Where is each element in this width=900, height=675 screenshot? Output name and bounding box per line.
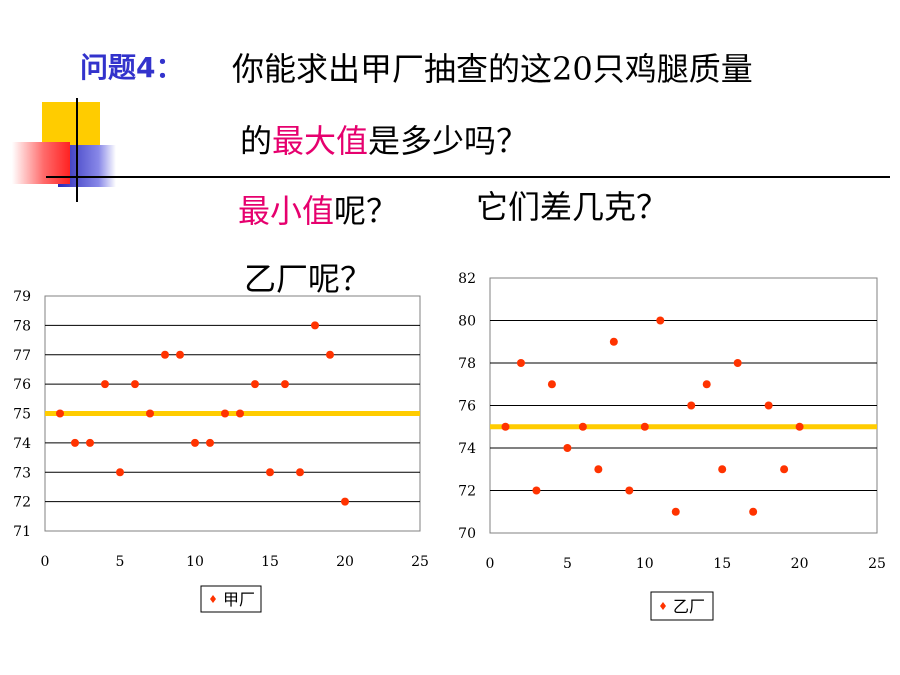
- data-point: [687, 401, 696, 410]
- y-tick-label: 75: [13, 407, 31, 423]
- x-tick-label: 25: [868, 556, 886, 572]
- max-value-highlight: 最大值: [272, 122, 369, 160]
- corner-decoration: [0, 0, 130, 202]
- x-tick-label: 10: [636, 556, 654, 572]
- question-line-4: 乙厂呢？: [244, 254, 372, 300]
- x-tick-label: 20: [791, 556, 809, 572]
- y-tick-label: 78: [458, 356, 476, 372]
- question-label: 问题4：: [80, 51, 184, 84]
- data-point: [532, 486, 541, 495]
- x-tick-label: 0: [486, 556, 495, 572]
- data-point: [594, 465, 603, 474]
- x-tick-label: 10: [186, 554, 204, 570]
- x-tick-label: 15: [261, 554, 279, 570]
- data-point: [161, 350, 169, 359]
- data-point: [671, 507, 680, 516]
- y-tick-label: 82: [458, 271, 476, 287]
- question-line-2-post: 是多少吗？: [368, 122, 529, 160]
- data-point: [191, 438, 199, 447]
- data-point: [563, 444, 572, 452]
- question-line-3-right: 它们差几克？: [476, 182, 668, 228]
- legend-box: [200, 585, 262, 613]
- data-point: [640, 422, 649, 431]
- data-point: [625, 486, 634, 495]
- data-point: [71, 438, 79, 447]
- data-point: [656, 316, 665, 325]
- data-point: [236, 409, 244, 418]
- x-tick-label: 0: [41, 554, 50, 570]
- data-point: [251, 380, 259, 389]
- title-underline: [130, 176, 890, 178]
- x-tick-label: 5: [116, 554, 125, 570]
- legend-marker: [660, 602, 666, 610]
- y-tick-label: 80: [458, 314, 476, 330]
- data-point: [764, 401, 773, 410]
- data-point: [281, 380, 289, 389]
- y-tick-label: 71: [13, 524, 31, 540]
- data-point: [86, 438, 94, 447]
- data-point: [749, 507, 758, 516]
- data-point: [146, 409, 154, 418]
- y-tick-label: 76: [458, 399, 476, 415]
- data-point: [131, 380, 139, 389]
- y-tick-label: 70: [458, 526, 476, 542]
- difference-question: 它们差几克？: [476, 188, 669, 226]
- data-point: [501, 422, 510, 431]
- y-tick-label: 77: [13, 348, 31, 364]
- data-point: [578, 422, 587, 431]
- question-line-3: 最小值呢？: [238, 186, 398, 232]
- y-tick-label: 74: [458, 441, 476, 457]
- vertical-rule: [76, 98, 78, 202]
- data-point: [341, 497, 349, 506]
- data-point: [516, 359, 525, 367]
- data-point: [101, 380, 109, 389]
- data-point: [296, 468, 304, 477]
- question-line-1: 你能求出甲厂抽查的这20只鸡腿质量: [232, 44, 753, 90]
- x-tick-label: 5: [563, 556, 572, 572]
- data-point: [206, 438, 214, 447]
- question-line-1-text: 你能求出甲厂抽查的这20只鸡腿质量: [232, 50, 753, 88]
- question-line-2: 的最大值是多少吗？: [240, 116, 528, 162]
- data-point: [311, 321, 319, 330]
- horizontal-rule: [46, 176, 130, 178]
- data-point: [266, 468, 274, 477]
- chart-a-group: 71 72 73 74 75 76 77 78 79 0 5 10 15 20 25 甲厂: [13, 289, 429, 613]
- data-point: [176, 350, 184, 359]
- x-tick-label: 15: [713, 556, 731, 572]
- data-point: [609, 337, 618, 346]
- question-line-3-post: 呢？: [334, 192, 399, 230]
- data-point: [56, 409, 64, 418]
- y-tick-label: 76: [13, 377, 31, 393]
- y-tick-label: 78: [13, 318, 31, 334]
- legend-label: 甲厂: [223, 590, 255, 609]
- data-point: [221, 409, 229, 418]
- data-point: [116, 468, 124, 477]
- data-point: [702, 380, 711, 389]
- min-value-highlight: 最小值: [238, 192, 335, 230]
- legend-label: 乙厂: [673, 597, 705, 616]
- y-tick-label: 79: [13, 289, 31, 305]
- data-point: [795, 422, 804, 431]
- data-point: [718, 465, 727, 474]
- data-point: [733, 359, 742, 367]
- y-tick-label: 73: [13, 465, 31, 481]
- factory-b-question: 乙厂呢？: [244, 260, 373, 298]
- question-line-2-pre: 的: [240, 122, 273, 160]
- y-tick-label: 74: [13, 436, 31, 452]
- legend-marker: [210, 595, 216, 603]
- data-point: [547, 380, 556, 389]
- data-point: [780, 465, 789, 474]
- y-tick-label: 72: [13, 495, 31, 511]
- x-tick-label: 25: [411, 554, 429, 570]
- y-tick-label: 72: [458, 484, 476, 500]
- chart-b-group: 70 72 74 76 78 80 82 0 5 10 15 20 25 乙厂: [458, 271, 886, 621]
- x-tick-label: 20: [336, 554, 354, 570]
- data-point: [326, 350, 334, 359]
